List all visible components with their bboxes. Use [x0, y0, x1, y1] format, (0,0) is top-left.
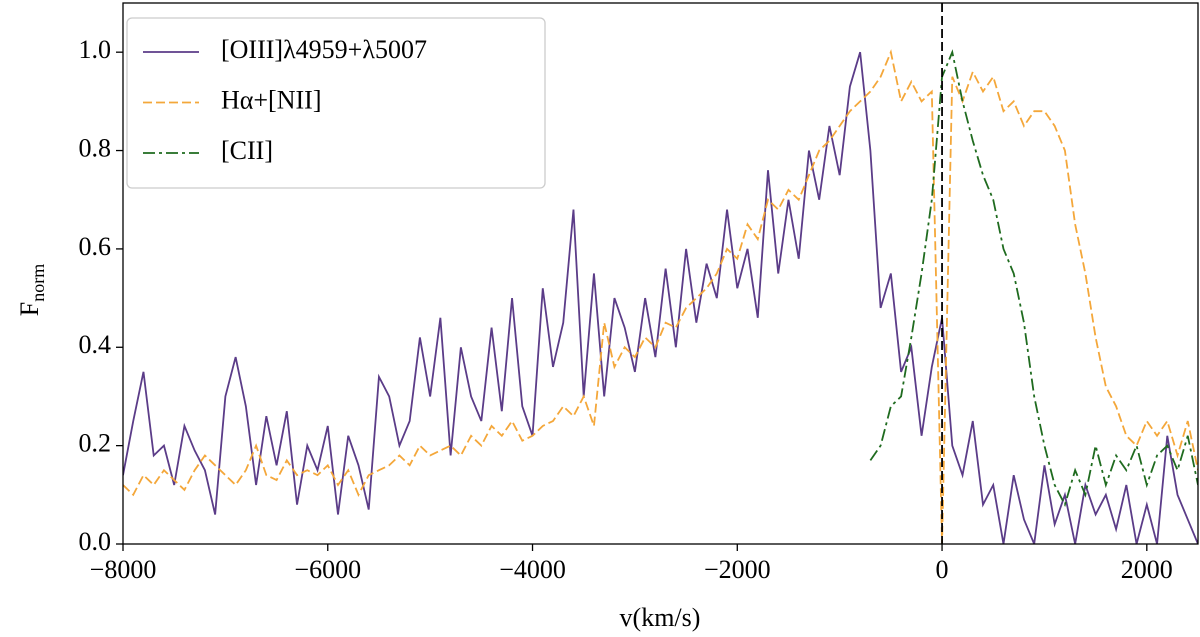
y-axis-label: Fnorm — [15, 264, 48, 316]
y-tick-label: 0.4 — [79, 330, 112, 359]
x-tick-label: −6000 — [294, 555, 361, 584]
plot-frame — [122, 2, 1199, 545]
y-tick-label: 0.0 — [79, 527, 112, 556]
series-line — [869, 49, 1198, 508]
y-tick-label: 0.8 — [79, 134, 112, 163]
x-tick-label: −8000 — [90, 555, 157, 584]
x-tick-label: −4000 — [499, 555, 566, 584]
x-tick-label: −2000 — [704, 555, 771, 584]
plot-area — [123, 49, 1198, 544]
y-axis-label-sub: norm — [28, 264, 48, 302]
series-line — [123, 49, 1198, 544]
y-axis-label-main: F — [15, 302, 44, 316]
x-tick-label: 0 — [936, 555, 949, 584]
y-tick-label: 0.2 — [79, 429, 112, 458]
legend-label: [CII] — [221, 136, 273, 165]
legend-label: Hα+[NII] — [221, 85, 321, 114]
y-tick-label: 1.0 — [79, 35, 112, 64]
y-tick-label: 0.6 — [79, 232, 112, 261]
legend-label: [OIII]λ4959+λ5007 — [221, 35, 427, 64]
x-axis-label: v(km/s) — [620, 603, 701, 632]
legend-box — [126, 17, 546, 189]
x-tick-label: 2000 — [1121, 555, 1173, 584]
series-line — [123, 51, 1198, 544]
